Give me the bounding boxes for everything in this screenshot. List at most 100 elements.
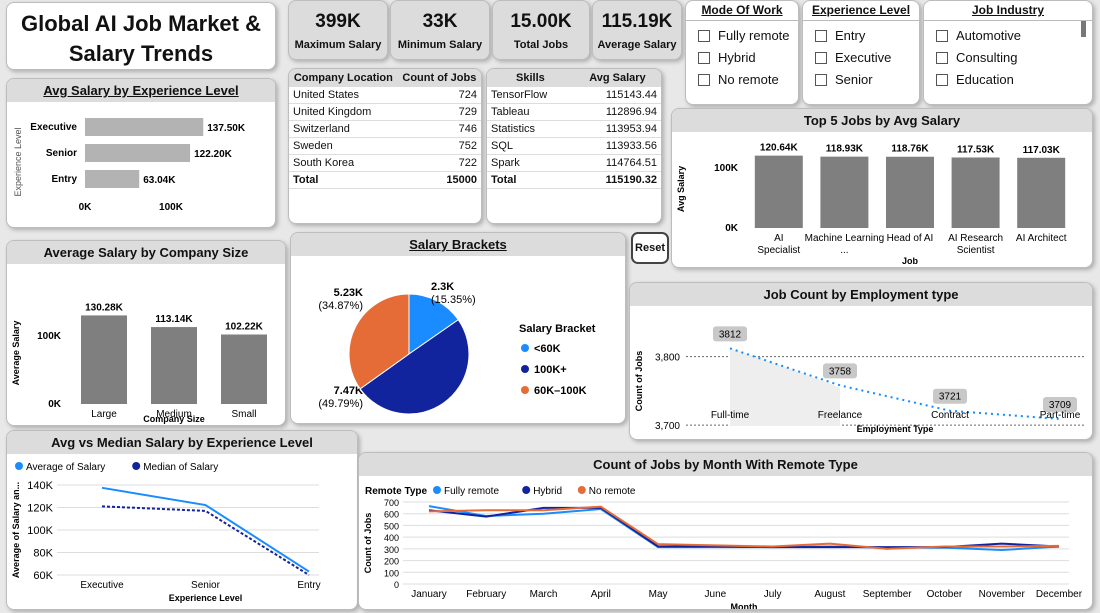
chart-title: Count of Jobs by Month With Remote Type [359, 453, 1092, 476]
checkbox-icon[interactable] [815, 73, 827, 86]
data-label-pct: (49.79%) [318, 398, 363, 410]
x-axis-label: Month [731, 602, 758, 610]
table-cell: United States [289, 87, 398, 104]
slicer-option-entry[interactable]: Entry [815, 28, 919, 43]
kpi-avg-salary: 115.19K Average Salary [592, 0, 682, 60]
chart-size-card: Average Salary by Company Size Average S… [6, 240, 286, 426]
table-row[interactable]: Switzerland 746 [289, 120, 481, 138]
chart-monthly: Count of Jobs0100200300400500600700Janua… [363, 486, 1083, 610]
col-header[interactable]: Count of Jobs [397, 69, 481, 87]
legend-label: 60K–100K [534, 385, 587, 397]
slicer-option-no-remote[interactable]: No remote [698, 72, 798, 87]
slicer-option-senior[interactable]: Senior [815, 72, 919, 87]
table-row[interactable]: United States 724 [289, 87, 481, 104]
legend-marker [521, 365, 529, 373]
table-row[interactable]: Tableau 112896.94 [487, 103, 661, 121]
checkbox-icon[interactable] [936, 73, 948, 86]
scrollbar[interactable] [1081, 21, 1086, 37]
slicer-option-executive[interactable]: Executive [815, 50, 919, 65]
total-label: Total [289, 171, 398, 189]
table-row[interactable]: United Kingdom 729 [289, 103, 481, 121]
data-label-bg [933, 388, 967, 404]
slicer-option-automotive[interactable]: Automotive [936, 28, 1092, 43]
kpi-value: 15.00K [510, 11, 572, 32]
data-label: 3709 [1049, 400, 1072, 411]
bar [221, 334, 267, 404]
x-axis-label: Employment Type [857, 424, 934, 434]
data-label: 2.3K [431, 281, 454, 293]
slicer-option-fully-remote[interactable]: Fully remote [698, 28, 798, 43]
checkbox-icon[interactable] [936, 29, 948, 42]
checkbox-icon[interactable] [698, 51, 710, 64]
skills-table: Skills Avg Salary TensorFlow 115143.44 Tabl… [487, 69, 661, 189]
legend-title: Remote Type [365, 486, 427, 497]
legend-marker [132, 462, 141, 470]
category-label: December [1036, 589, 1083, 600]
bar [85, 144, 191, 162]
slicer-option-consulting[interactable]: Consulting [936, 50, 1092, 65]
legend-label: Median of Salary [143, 462, 218, 473]
kpi-value: 399K [315, 11, 361, 32]
table-cell: SQL [487, 137, 574, 155]
category-label: Senior [46, 148, 77, 159]
table-cell: South Korea [289, 154, 398, 172]
data-label-pct: (34.87%) [318, 300, 363, 312]
category-label: April [591, 589, 611, 600]
table-cell: 752 [397, 137, 481, 155]
chart-exp: Experience Level Executive 137.50K Senior 12… [13, 118, 246, 213]
checkbox-icon[interactable] [698, 29, 710, 42]
col-header[interactable]: Skills [487, 69, 574, 87]
legend-label: No remote [589, 486, 636, 497]
category-label: May [649, 589, 668, 600]
category-label: February [466, 589, 506, 600]
chart-title: Avg Salary by Experience Level [7, 79, 275, 102]
table-row[interactable]: Statistics 113953.94 [487, 120, 661, 138]
slicer-option-hybrid[interactable]: Hybrid [698, 50, 798, 65]
chart-avgmed: Average of Salary an... 60K 80K 100K 120K 140… [11, 462, 321, 603]
checkbox-icon[interactable] [698, 73, 710, 86]
checkbox-icon[interactable] [815, 51, 827, 64]
slicer-option-education[interactable]: Education [936, 72, 1092, 87]
data-label: 130.28K [85, 302, 124, 313]
data-label: 102.22K [225, 321, 264, 332]
bar [85, 170, 140, 188]
table-row[interactable]: TensorFlow 115143.44 [487, 87, 661, 104]
category-label: July [764, 589, 782, 600]
data-label-bg [713, 326, 747, 342]
category-label: Specialist [757, 245, 800, 256]
col-header[interactable]: Company Location [289, 69, 398, 87]
table-row[interactable]: SQL 113933.56 [487, 137, 661, 155]
tick-label: 0K [79, 202, 93, 213]
kpi-label: Maximum Salary [294, 39, 382, 51]
category-label: Scientist [957, 245, 995, 256]
kpi-total-jobs: 15.00K Total Jobs [492, 0, 590, 60]
skills-table-card: Skills Avg Salary TensorFlow 115143.44 Tabl… [486, 68, 662, 224]
table-cell: Switzerland [289, 120, 398, 138]
checkbox-icon[interactable] [936, 51, 948, 64]
category-label: Executive [30, 122, 77, 133]
data-label-bg [1043, 396, 1077, 412]
category-label: Senior [191, 580, 221, 591]
kpi-label: Total Jobs [513, 39, 569, 51]
kpi-min-salary: 33K Minimum Salary [390, 0, 490, 60]
table-cell: 113953.94 [573, 120, 661, 138]
table-cell: Sweden [289, 137, 398, 155]
kpi-label: Minimum Salary [397, 39, 483, 51]
col-header[interactable]: Avg Salary [573, 69, 661, 87]
table-row[interactable]: Sweden 752 [289, 137, 481, 155]
category-label: AI Architect [1016, 233, 1067, 244]
table-row[interactable]: South Korea 722 [289, 154, 481, 172]
chart-emp: Count of Jobs 3,700 3,800 3812 Full-time 3758… [634, 326, 1084, 434]
table-row[interactable]: Spark 114764.51 [487, 154, 661, 172]
data-label: 118.93K [826, 144, 864, 155]
tick-label: 500 [384, 521, 399, 531]
checkbox-icon[interactable] [815, 29, 827, 42]
tick-label: 100 [384, 568, 399, 578]
reset-button[interactable]: Reset [631, 232, 669, 264]
category-label: Freelance [818, 410, 863, 421]
tick-label: 100K [159, 202, 184, 213]
tick-label: 100K [27, 525, 53, 537]
legend-marker [15, 462, 23, 470]
series-line [101, 486, 310, 573]
y-axis-label: Count of Jobs [634, 351, 644, 412]
